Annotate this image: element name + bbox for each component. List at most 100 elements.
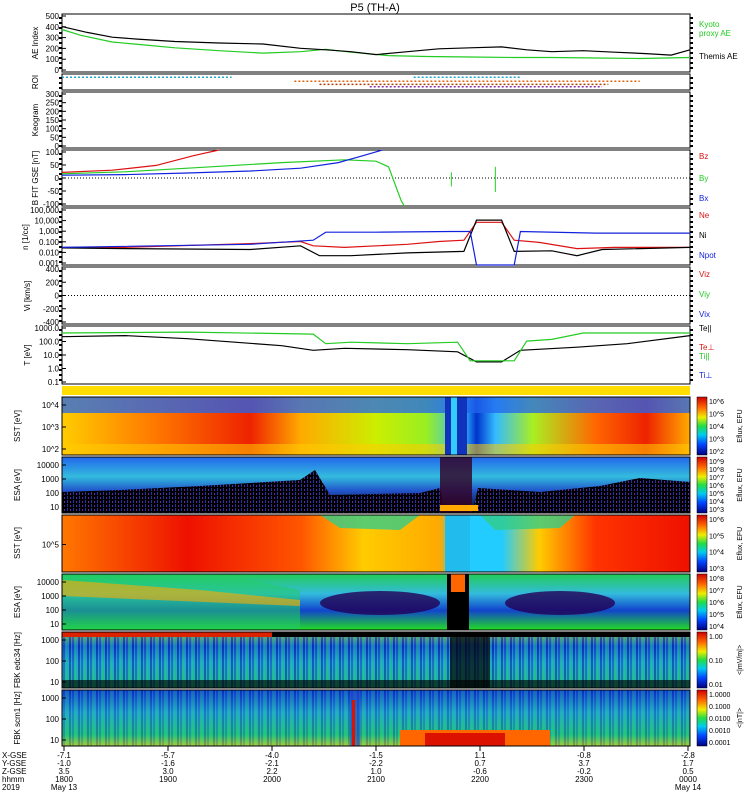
ae-series-themis-ae bbox=[61, 26, 691, 56]
colorbar-tick-label: 10^2 bbox=[709, 449, 724, 456]
ae-legend-proxy: proxy AE bbox=[699, 29, 731, 38]
roi-ylabel: ROI bbox=[31, 75, 40, 89]
colorbar-title: Eflux, EFU bbox=[737, 409, 744, 442]
bfield-series-bz bbox=[61, 149, 220, 173]
kp-ylabel: Keogram bbox=[31, 103, 40, 136]
ae-panel-frame bbox=[61, 13, 691, 73]
colorbar-title: <|mV/m|> bbox=[737, 645, 744, 675]
sst2-ylabel: SST [eV] bbox=[13, 527, 22, 559]
xaxis-value-t: 2200 bbox=[471, 775, 489, 784]
ae-ytick-label: 400 bbox=[46, 23, 60, 32]
esa-spectrogram-1 bbox=[61, 456, 691, 514]
temperature-ylabel: T [eV] bbox=[23, 344, 32, 365]
fbk-edc34-spectrogram bbox=[61, 631, 691, 689]
colorbar-tick-label: 1.00 bbox=[709, 634, 723, 641]
colorbar-tick-label: 10^5 bbox=[709, 533, 724, 540]
spectrogram-ytick-label: 10000 bbox=[37, 461, 60, 470]
ae-legend-themis: Themis AE bbox=[699, 52, 738, 61]
density-ytick-label: 0.010 bbox=[39, 248, 60, 257]
velocity-ylabel: Vi [km/s] bbox=[23, 281, 32, 312]
xaxis-value-x: -1.5 bbox=[369, 751, 383, 760]
colorbar-tick-label: 0.01 bbox=[709, 682, 723, 689]
velocity-ytick-label: -200 bbox=[43, 305, 60, 314]
bfield-series-by bbox=[61, 159, 405, 207]
spectrogram-ytick-label: 100 bbox=[46, 489, 60, 498]
panel-frames bbox=[61, 13, 691, 385]
colorbar-tick-label: 10^4 bbox=[709, 424, 724, 431]
xaxis-value-x: -0.8 bbox=[577, 751, 591, 760]
colorbar-title: Eflux, EFU bbox=[737, 468, 744, 501]
spectrogram-ytick-label: 1000 bbox=[41, 636, 59, 645]
density-ytick-label: 100,000 bbox=[30, 206, 59, 215]
bfield-ylabel: B FIT GSE [nT] bbox=[31, 151, 40, 206]
xaxis-value-t: 2100 bbox=[367, 775, 385, 784]
colorbar-tick-label: 10^4 bbox=[709, 499, 724, 506]
colorbar-1 bbox=[696, 456, 708, 514]
ae-ytick-label: 300 bbox=[46, 34, 60, 43]
xaxis-value-x: -2.8 bbox=[681, 751, 695, 760]
ae-legend-kyoto: Kyoto bbox=[699, 20, 720, 29]
density-panel-frame bbox=[61, 207, 691, 266]
temperature-ytick-label: 1.0 bbox=[48, 365, 60, 374]
density-series-ni bbox=[61, 219, 691, 257]
velocity-ytick-label: -400 bbox=[43, 318, 60, 327]
density-series-npot bbox=[61, 230, 690, 266]
bfield-ytick-label: 50 bbox=[50, 161, 59, 170]
colorbar-tick-label: 10^5 bbox=[709, 491, 724, 498]
kp-ytick-label: 100 bbox=[46, 125, 60, 134]
colorbar-tick-label: 10^5 bbox=[709, 612, 724, 619]
colorbar-5 bbox=[696, 689, 708, 747]
density-legend-ne: Ne bbox=[699, 211, 710, 220]
esa-spectrogram-2 bbox=[61, 573, 691, 631]
xaxis-value-y: -1.6 bbox=[161, 759, 175, 768]
spectrogram-ytick-label: 100 bbox=[46, 606, 60, 615]
colorbar-tick-label: 10^9 bbox=[709, 459, 724, 466]
colorbar-tick-label: 10^3 bbox=[709, 437, 724, 444]
density-legend-npot: Npot bbox=[699, 251, 717, 260]
xaxis-value-z: 1.0 bbox=[370, 767, 382, 776]
spectrogram-ytick-label: 1000 bbox=[41, 592, 59, 601]
colorbar-tick-label: 10^6 bbox=[709, 399, 724, 406]
velocity-ytick-label: 200 bbox=[46, 278, 60, 287]
ae-ytick-label: 200 bbox=[46, 44, 60, 53]
density-legend-ni: Ni bbox=[699, 231, 707, 240]
xaxis-value-y: -2.1 bbox=[265, 759, 279, 768]
temperature-panel-frame bbox=[61, 325, 691, 385]
bfield-ytick-label: 0 bbox=[55, 174, 60, 183]
velocity-ytick-label: 0 bbox=[55, 292, 60, 301]
spectrogram-layer bbox=[61, 386, 691, 747]
colorbar-tick-label: 10^6 bbox=[709, 517, 724, 524]
fbk2-ylabel: FBK scm1 [Hz] bbox=[13, 691, 22, 744]
colorbar-tick-label: 1.0000 bbox=[709, 692, 731, 699]
sst-spectrogram-1 bbox=[61, 396, 691, 456]
colorbar-4 bbox=[696, 631, 708, 689]
spectrogram-ytick-label: 1000 bbox=[41, 694, 59, 703]
velocity-legend-viz: Viz bbox=[699, 270, 710, 279]
density-series-ne bbox=[62, 221, 690, 250]
bfield-ytick-label: 100 bbox=[46, 148, 60, 157]
colorbar-tick-label: 10^3 bbox=[709, 507, 724, 514]
colorbar-tick-label: 0.0001 bbox=[709, 740, 731, 747]
velocity-legend-vix: Vix bbox=[699, 310, 710, 319]
xaxis-row-y: Y-GSE bbox=[2, 759, 26, 768]
density-ytick-label: 0.001 bbox=[39, 259, 60, 268]
bfield-legend-bz: Bz bbox=[699, 152, 708, 161]
density-ytick-label: 0.100 bbox=[39, 238, 60, 247]
xaxis-value-z: -0.6 bbox=[473, 767, 487, 776]
temperature-series-te- bbox=[61, 334, 691, 363]
kp-panel-frame bbox=[61, 91, 691, 149]
kp-ytick-label: 200 bbox=[46, 107, 60, 116]
temperature-series-ti- bbox=[61, 331, 690, 362]
xaxis-value-y: -2.2 bbox=[369, 759, 383, 768]
xaxis-value-y: 3.7 bbox=[578, 759, 590, 768]
xaxis-value-y: -1.0 bbox=[57, 759, 71, 768]
kp-ytick-label: 150 bbox=[46, 116, 60, 125]
spectrogram-ytick-label: 10000 bbox=[37, 578, 60, 587]
colorbar-3 bbox=[696, 573, 708, 631]
bfield-legend-bx: Bx bbox=[699, 194, 708, 203]
colorbar-2 bbox=[696, 514, 708, 573]
bfield-ytick-label: -50 bbox=[47, 187, 59, 196]
sst-spectrogram-2 bbox=[61, 514, 691, 573]
